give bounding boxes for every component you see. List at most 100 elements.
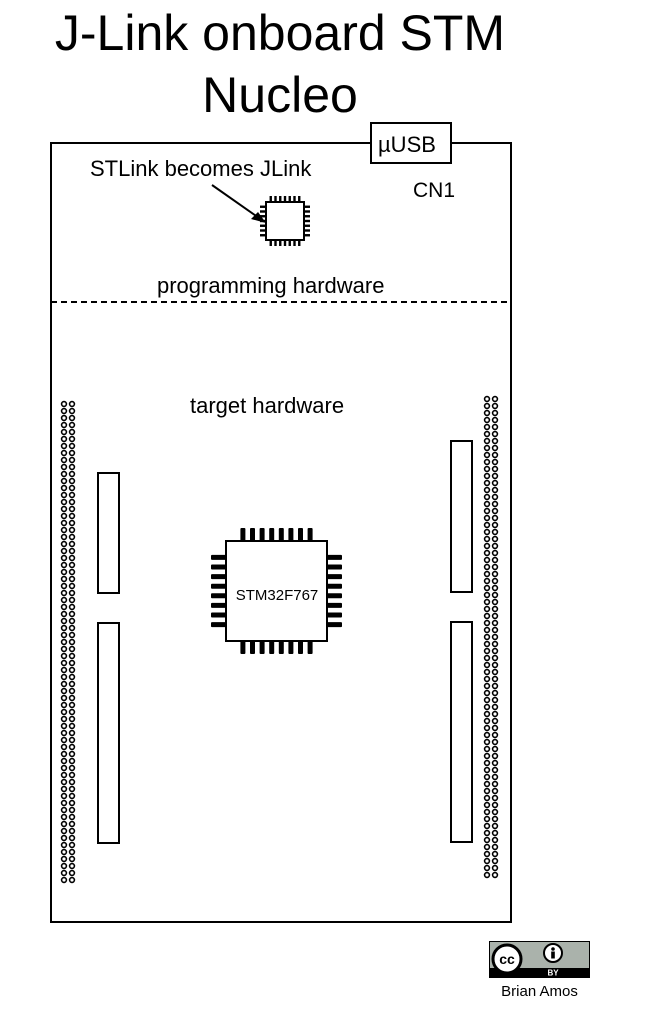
chip-lead xyxy=(260,224,266,227)
target-section-label: target hardware xyxy=(190,393,345,418)
header-pin xyxy=(491,871,499,879)
header-pin xyxy=(60,631,68,639)
header-pin xyxy=(68,659,76,667)
header-pin xyxy=(60,435,68,443)
header-pin xyxy=(60,876,68,884)
header-pin xyxy=(483,465,491,473)
header-pin xyxy=(68,701,76,709)
header-pin xyxy=(491,577,499,585)
header-pin xyxy=(491,500,499,508)
header-pin xyxy=(483,598,491,606)
header-pin xyxy=(483,570,491,578)
header-pin xyxy=(491,696,499,704)
header-pin xyxy=(60,827,68,835)
header-pin xyxy=(483,486,491,494)
header-pin xyxy=(491,661,499,669)
chip-lead xyxy=(260,234,266,237)
header-pin xyxy=(68,407,76,415)
mcu-lead xyxy=(327,602,342,608)
header-pin xyxy=(483,682,491,690)
header-pin xyxy=(68,519,76,527)
header-pin xyxy=(491,570,499,578)
header-pin xyxy=(491,745,499,753)
header-pin xyxy=(491,752,499,760)
header-pin xyxy=(68,596,76,604)
header-pin xyxy=(68,785,76,793)
header-pin xyxy=(483,612,491,620)
mcu-chip xyxy=(211,528,342,654)
board-outline xyxy=(50,142,512,923)
chip-lead xyxy=(269,196,272,202)
header-pin xyxy=(68,680,76,688)
header-pin xyxy=(491,402,499,410)
chip-lead xyxy=(288,240,291,246)
header-pin xyxy=(68,526,76,534)
chip-lead xyxy=(283,240,287,246)
header-pin xyxy=(483,738,491,746)
header-pin xyxy=(60,862,68,870)
header-pin xyxy=(483,864,491,872)
header-pin xyxy=(491,717,499,725)
header-pin xyxy=(68,652,76,660)
chip-lead xyxy=(260,229,266,232)
mcu-lead xyxy=(327,574,342,580)
header-pin xyxy=(60,687,68,695)
header-pin xyxy=(68,750,76,758)
header-pin xyxy=(491,731,499,739)
header-pin xyxy=(68,498,76,506)
header-pin xyxy=(60,729,68,737)
header-pin xyxy=(68,862,76,870)
mcu-lead xyxy=(327,583,342,589)
connector-ref-label: CN1 xyxy=(413,179,456,202)
header-pin xyxy=(60,547,68,555)
header-pin xyxy=(60,764,68,772)
header-pin xyxy=(491,759,499,767)
header-pin xyxy=(491,584,499,592)
header-pin xyxy=(60,666,68,674)
header-pin xyxy=(60,589,68,597)
header-pin xyxy=(68,687,76,695)
header-pin xyxy=(491,619,499,627)
header-pin xyxy=(68,848,76,856)
header-pin xyxy=(68,729,76,737)
mcu-lead xyxy=(211,593,226,599)
header-pin xyxy=(68,449,76,457)
header-pin xyxy=(483,703,491,711)
header-pin xyxy=(483,801,491,809)
header-pin xyxy=(483,661,491,669)
header-pin xyxy=(68,589,76,597)
header-pin xyxy=(491,640,499,648)
header-pin xyxy=(68,827,76,835)
header-pin xyxy=(60,778,68,786)
header-pin xyxy=(60,715,68,723)
header-pin xyxy=(60,638,68,646)
header-pin xyxy=(68,708,76,716)
header-pin xyxy=(491,738,499,746)
mcu-lead xyxy=(327,612,342,618)
header-pin xyxy=(68,533,76,541)
header-pin xyxy=(483,710,491,718)
chip-lead xyxy=(274,196,277,202)
header-pin xyxy=(483,556,491,564)
chip-lead xyxy=(304,219,310,223)
chip-lead xyxy=(260,215,266,218)
header-pin xyxy=(491,451,499,459)
header-pin xyxy=(60,414,68,422)
header-pin xyxy=(491,416,499,424)
header-pin xyxy=(60,568,68,576)
morpho-pins-right xyxy=(483,395,499,879)
header-pin xyxy=(483,857,491,865)
header-pin xyxy=(483,829,491,837)
header-pin xyxy=(483,836,491,844)
header-pin xyxy=(68,715,76,723)
header-pin xyxy=(60,526,68,534)
header-pin xyxy=(68,470,76,478)
header-pin xyxy=(483,591,491,599)
header-pin xyxy=(491,633,499,641)
header-pin xyxy=(68,547,76,555)
header-pin xyxy=(68,806,76,814)
header-pin xyxy=(491,542,499,550)
mcu-lead xyxy=(288,641,294,654)
header-pin xyxy=(68,505,76,513)
mcu-lead xyxy=(211,612,226,618)
